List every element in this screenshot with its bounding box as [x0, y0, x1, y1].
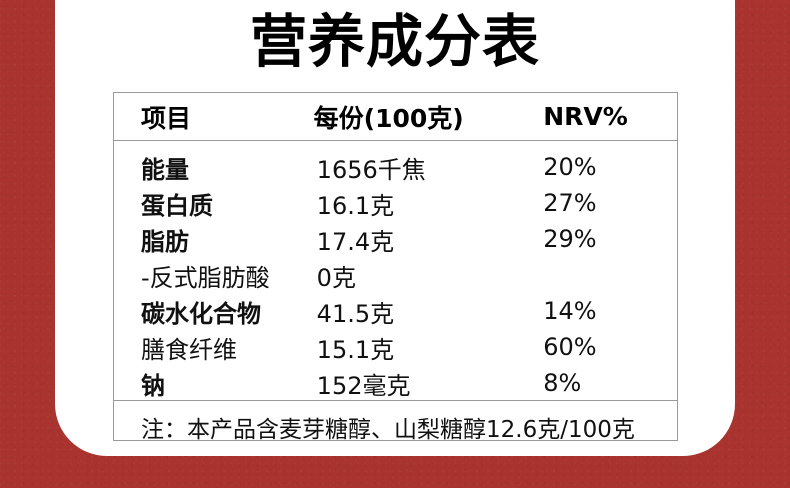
row-item-nrv: 20%: [543, 153, 597, 181]
row-item-value: 0克: [316, 263, 356, 292]
footnote-divider: [114, 400, 677, 401]
row-item-nrv: 60%: [543, 333, 597, 361]
row-item-label: 膳食纤维: [141, 335, 237, 364]
row-item-nrv: 14%: [543, 297, 597, 325]
row-item-nrv: 29%: [543, 225, 597, 253]
page-title: 营养成分表: [250, 9, 540, 75]
row-item-value: 41.5克: [316, 299, 395, 328]
column-header-nrv: NRV%: [543, 102, 628, 131]
row-item-nrv: 27%: [543, 189, 597, 217]
table-row: 钠 152毫克 8%: [114, 365, 677, 401]
row-item-value: 16.1克: [316, 191, 395, 220]
row-item-value: 1656千焦: [316, 155, 426, 184]
table-footnote: 注：本产品含麦芽糖醇、山梨糖醇12.6克/100克: [141, 417, 635, 443]
row-item-label: 能量: [141, 155, 189, 184]
table-row: 膳食纤维 15.1克 60%: [114, 329, 677, 365]
column-header-item: 项目: [141, 103, 192, 133]
row-item-label: 钠: [141, 371, 165, 400]
row-item-value: 15.1克: [316, 335, 395, 364]
table-row: 蛋白质 16.1克 27%: [114, 185, 677, 221]
row-item-nrv: 8%: [543, 369, 582, 397]
table-row: 碳水化合物 41.5克 14%: [114, 293, 677, 329]
row-item-label: 碳水化合物: [141, 299, 261, 328]
row-item-value: 152毫克: [316, 371, 411, 400]
table-header-row: 项目 每份(100克) NRV%: [114, 93, 677, 141]
row-item-value: 17.4克: [316, 227, 395, 256]
table-row: -反式脂肪酸 0克: [114, 257, 677, 293]
nutrition-facts-table: 项目 每份(100克) NRV% 能量 1656千焦 20% 蛋白质 16.1克…: [113, 92, 678, 443]
table-body: 能量 1656千焦 20% 蛋白质 16.1克 27% 脂肪 17.4克 29%…: [114, 141, 677, 401]
row-item-label: 脂肪: [141, 227, 189, 256]
table-row: 脂肪 17.4克 29%: [114, 221, 677, 257]
row-item-label: 蛋白质: [141, 191, 213, 220]
table-row: 能量 1656千焦 20%: [114, 149, 677, 185]
content-card: 营养成分表 项目 每份(100克) NRV% 能量 1656千焦 20% 蛋白质…: [55, 0, 735, 456]
column-header-value: 每份(100克): [313, 103, 464, 133]
row-item-label: -反式脂肪酸: [141, 263, 270, 292]
